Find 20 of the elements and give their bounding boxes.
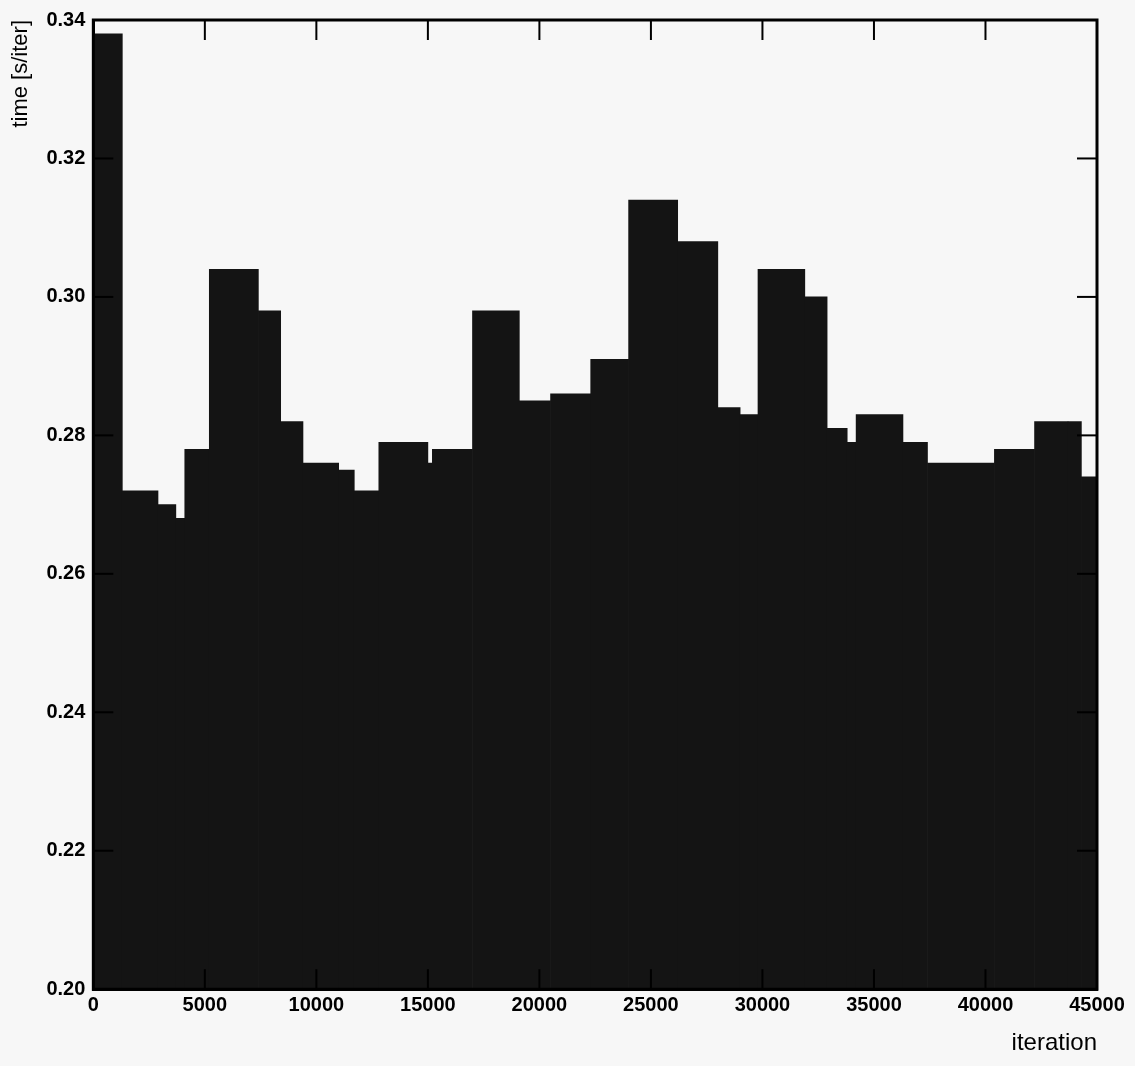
x-tick-label: 45000 [1069, 992, 1125, 1015]
x-tick-label: 0 [87, 992, 99, 1015]
x-tick-label: 15000 [400, 992, 456, 1015]
y-tick-label: 0.22 [46, 838, 86, 861]
y-tick-label: 0.30 [46, 284, 86, 307]
x-tick-label: 25000 [623, 992, 679, 1015]
y-tick-label: 0.34 [46, 7, 87, 30]
y-tick-label: 0.28 [46, 422, 86, 445]
x-tick-label: 40000 [957, 992, 1014, 1015]
x-tick-label: 35000 [846, 992, 902, 1015]
y-tick-label: 0.32 [46, 145, 86, 168]
y-axis-title: time [s/iter] [7, 20, 33, 128]
x-tick-label: 5000 [182, 992, 228, 1015]
y-tick-label: 0.24 [46, 699, 87, 722]
x-tick-label: 30000 [734, 992, 791, 1015]
y-tick-label: 0.26 [46, 561, 86, 584]
x-tick-label: 10000 [288, 992, 345, 1015]
y-tick-label: 0.20 [46, 976, 86, 999]
x-axis-title: iteration [1011, 1028, 1097, 1056]
x-tick-label: 20000 [511, 992, 568, 1015]
